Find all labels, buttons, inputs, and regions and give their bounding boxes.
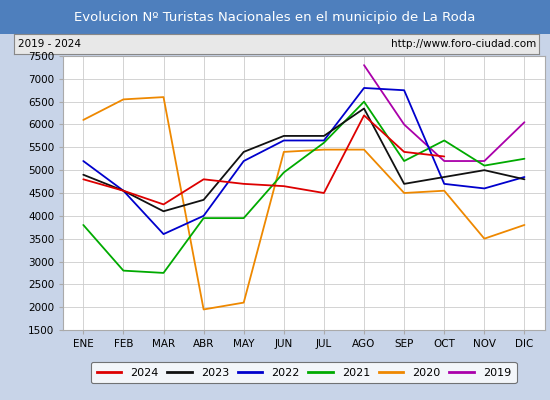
Text: http://www.foro-ciudad.com: http://www.foro-ciudad.com [391,39,536,49]
Legend: 2024, 2023, 2022, 2021, 2020, 2019: 2024, 2023, 2022, 2021, 2020, 2019 [91,362,516,383]
Text: 2019 - 2024: 2019 - 2024 [18,39,81,49]
Text: Evolucion Nº Turistas Nacionales en el municipio de La Roda: Evolucion Nº Turistas Nacionales en el m… [74,10,476,24]
